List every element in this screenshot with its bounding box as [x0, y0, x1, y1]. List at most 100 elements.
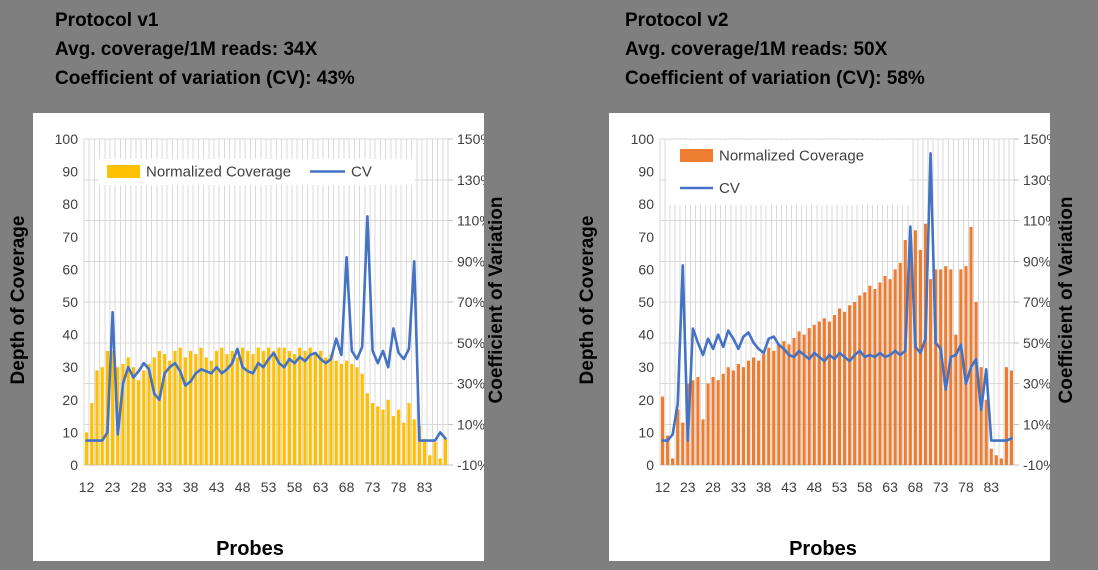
svg-text:12: 12 [79, 479, 95, 495]
y-left-tick-labels: 0 10 20 30 40 50 60 70 80 90 100 [631, 131, 655, 473]
svg-text:20: 20 [638, 392, 654, 408]
panel-subtitle-cv: Coefficient of variation (CV): 43% [55, 68, 355, 89]
svg-text:78: 78 [391, 479, 407, 495]
legend-label-cv: CV [351, 164, 372, 181]
svg-text:0: 0 [646, 457, 654, 473]
legend: Normalized Coverage CV [99, 159, 415, 185]
svg-text:60: 60 [638, 261, 654, 277]
svg-text:73: 73 [933, 479, 949, 495]
panel-title: Protocol v2 [625, 10, 729, 31]
chart-card-v1: 0 10 20 30 40 50 60 70 80 90 100 -10% 10% 30% 50% 70% 90… [33, 113, 484, 561]
svg-text:30: 30 [638, 359, 654, 375]
svg-text:100: 100 [631, 131, 655, 147]
y-left-tick-labels: 0 10 20 30 40 50 60 70 80 90 100 [55, 131, 79, 473]
svg-text:30: 30 [62, 359, 78, 375]
svg-text:58: 58 [287, 479, 303, 495]
svg-text:23: 23 [680, 479, 696, 495]
panel-v1-title-block: Protocol v1 Avg. coverage/1M reads: 34X … [55, 6, 355, 93]
svg-text:33: 33 [157, 479, 173, 495]
y-left-axis-title-v2: Depth of Coverage [577, 215, 598, 385]
legend-swatch-normalized-coverage [107, 165, 140, 178]
y-right-axis-title-v2: Coefficient of Variation [1056, 196, 1077, 404]
svg-text:-10%: -10% [457, 457, 484, 473]
svg-text:130%: 130% [1023, 172, 1050, 188]
panel-v2-title-block: Protocol v2 Avg. coverage/1M reads: 50X … [625, 6, 925, 93]
svg-text:40: 40 [62, 327, 78, 343]
svg-text:70%: 70% [457, 294, 484, 310]
cv-line [85, 215, 447, 442]
x-tick-labels: 12 23 28 33 38 43 48 53 58 63 68 73 78 83 [655, 479, 999, 495]
y-right-tick-labels: -10% 10% 30% 50% 70% 90% 110% 130% 150% [1023, 131, 1050, 473]
svg-text:73: 73 [365, 479, 381, 495]
svg-text:90%: 90% [1023, 253, 1050, 269]
legend-label-cv: CV [719, 180, 740, 197]
svg-text:80: 80 [62, 196, 78, 212]
legend-label-normalized-coverage: Normalized Coverage [146, 164, 291, 181]
svg-text:30%: 30% [457, 376, 484, 392]
svg-text:38: 38 [756, 479, 772, 495]
legend-label-normalized-coverage: Normalized Coverage [719, 148, 864, 165]
svg-text:130%: 130% [457, 172, 484, 188]
y-left-axis-title-v1: Depth of Coverage [8, 215, 29, 385]
legend: Normalized Coverage CV [666, 140, 909, 205]
svg-text:0: 0 [70, 457, 78, 473]
svg-text:43: 43 [781, 479, 797, 495]
panel-title: Protocol v1 [55, 10, 159, 31]
svg-text:48: 48 [806, 479, 822, 495]
svg-text:40: 40 [638, 327, 654, 343]
right-axis-tick-marks [448, 138, 453, 466]
svg-text:12: 12 [655, 479, 671, 495]
chart-card-v2: 0 10 20 30 40 50 60 70 80 90 100 -10% 10% 30% 50% 70% 90… [609, 113, 1050, 561]
chart-v1-canvas: 0 10 20 30 40 50 60 70 80 90 100 -10% 10% 30% 50% 70% 90… [55, 131, 484, 495]
svg-text:150%: 150% [1023, 131, 1050, 147]
x-axis-title-v2: Probes [789, 538, 857, 560]
svg-text:53: 53 [832, 479, 848, 495]
svg-text:70: 70 [638, 229, 654, 245]
svg-text:63: 63 [882, 479, 898, 495]
svg-text:43: 43 [209, 479, 225, 495]
panel-subtitle-coverage: Avg. coverage/1M reads: 34X [55, 39, 318, 60]
svg-text:28: 28 [131, 479, 147, 495]
svg-text:50%: 50% [1023, 335, 1050, 351]
panel-subtitle-cv: Coefficient of variation (CV): 58% [625, 68, 925, 89]
y-right-axis-title-v1: Coefficient of Variation [486, 196, 507, 404]
right-axis-tick-marks [1014, 138, 1019, 466]
legend-swatch-normalized-coverage [680, 149, 713, 162]
svg-text:150%: 150% [457, 131, 484, 147]
svg-text:80: 80 [638, 196, 654, 212]
panel-subtitle-coverage: Avg. coverage/1M reads: 50X [625, 39, 888, 60]
svg-text:110%: 110% [1023, 213, 1050, 229]
svg-text:48: 48 [235, 479, 251, 495]
svg-text:10%: 10% [457, 416, 484, 432]
svg-text:50%: 50% [457, 335, 484, 351]
svg-text:63: 63 [313, 479, 329, 495]
svg-text:83: 83 [417, 479, 433, 495]
cv-line [661, 151, 1013, 442]
svg-text:68: 68 [339, 479, 355, 495]
svg-text:70%: 70% [1023, 294, 1050, 310]
svg-text:78: 78 [958, 479, 974, 495]
svg-text:110%: 110% [457, 213, 484, 229]
svg-text:83: 83 [983, 479, 999, 495]
svg-text:50: 50 [62, 294, 78, 310]
svg-text:53: 53 [261, 479, 277, 495]
svg-text:90: 90 [62, 164, 78, 180]
svg-text:33: 33 [731, 479, 747, 495]
svg-text:70: 70 [62, 229, 78, 245]
svg-text:100: 100 [55, 131, 79, 147]
svg-text:30%: 30% [1023, 376, 1050, 392]
x-tick-labels: 12 23 28 33 38 43 48 53 58 63 68 73 78 83 [79, 479, 433, 495]
svg-text:-10%: -10% [1023, 457, 1050, 473]
chart-v2-canvas: 0 10 20 30 40 50 60 70 80 90 100 -10% 10% 30% 50% 70% 90… [631, 131, 1050, 495]
svg-text:20: 20 [62, 392, 78, 408]
svg-text:28: 28 [705, 479, 721, 495]
svg-text:10: 10 [62, 424, 78, 440]
svg-text:60: 60 [62, 261, 78, 277]
svg-text:10: 10 [638, 424, 654, 440]
y-right-tick-labels: -10% 10% 30% 50% 70% 90% 110% 130% 150% [457, 131, 484, 473]
x-axis-title-v1: Probes [216, 538, 284, 560]
svg-text:58: 58 [857, 479, 873, 495]
svg-text:90%: 90% [457, 253, 484, 269]
svg-text:10%: 10% [1023, 416, 1050, 432]
